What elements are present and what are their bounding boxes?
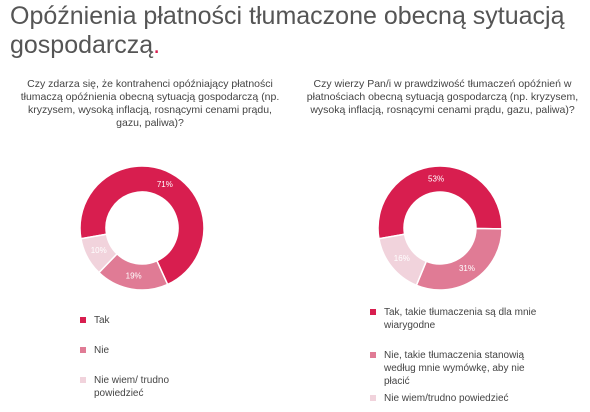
legend-swatch	[370, 352, 376, 358]
value-label: 31%	[459, 264, 475, 273]
chart-question: Czy zdarza się, że kontrahenci opóźniają…	[20, 78, 280, 129]
value-label: 53%	[428, 174, 444, 183]
legend-item: Nie wiem/ trudno powiedzieć	[80, 374, 200, 400]
donut-segment	[378, 233, 428, 287]
page-title: Opóźnienia płatności tłumaczone obecną s…	[10, 2, 570, 60]
value-label: 71%	[157, 180, 173, 189]
legend-label: Nie	[94, 345, 110, 356]
legend-label: Nie wiem/ trudno powiedzieć	[94, 375, 170, 399]
donut-segment	[80, 233, 119, 274]
legend-swatch	[370, 309, 376, 315]
donut-segment	[415, 227, 503, 291]
donut-segment	[377, 165, 503, 240]
legend-label: Tak, takie tłumaczenia są dla mnie wiary…	[384, 307, 537, 331]
legend-item: Nie	[80, 344, 200, 357]
legend-item: Nie, takie tłumaczenia stanowią według m…	[370, 349, 550, 388]
title-text: Opóźnienia płatności tłumaczone obecną s…	[10, 2, 565, 59]
legend-label: Nie wiem/trudno powiedzieć	[384, 393, 509, 404]
value-label: 10%	[91, 246, 107, 255]
legend-swatch	[80, 317, 86, 323]
value-label: 16%	[394, 254, 410, 263]
legend-swatch	[80, 377, 86, 383]
donut-segment	[79, 165, 205, 286]
chart-question: Czy wierzy Pan/i w prawdziwość tłumaczeń…	[306, 78, 579, 116]
value-label: 19%	[126, 271, 142, 280]
legend-swatch	[370, 395, 376, 401]
title-mark: .	[153, 31, 161, 59]
legend-label: Tak	[94, 315, 110, 326]
legend-swatch	[80, 347, 86, 353]
legend-item: Tak	[80, 314, 200, 327]
legend-label: Nie, takie tłumaczenia stanowią według m…	[384, 350, 525, 387]
legend-item: Tak, takie tłumaczenia są dla mnie wiary…	[370, 306, 550, 332]
legend-item: Nie wiem/trudno powiedzieć	[370, 392, 550, 405]
